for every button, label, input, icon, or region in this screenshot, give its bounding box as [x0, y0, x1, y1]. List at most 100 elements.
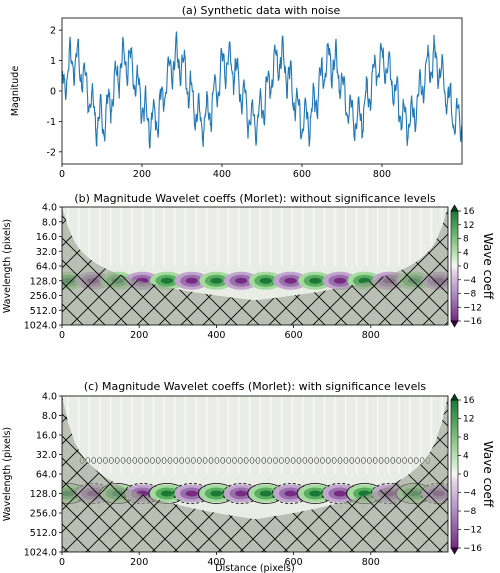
y-tick-label: 8.0	[42, 411, 57, 422]
y-tick-label: 512.0	[30, 528, 57, 539]
y-tick-label: 1024.0	[24, 548, 57, 559]
small-contour	[267, 457, 272, 464]
small-contour	[314, 457, 319, 464]
x-tick-label: 400	[207, 557, 225, 568]
colorbar-tick-label: −4	[463, 489, 477, 499]
colorbar-tick-label: −12	[463, 526, 482, 536]
colorbar-tick-label: −16	[463, 544, 482, 554]
x-tick-label: 600	[285, 330, 303, 341]
small-contour	[226, 457, 231, 464]
small-contour	[367, 457, 372, 464]
colorbar-tick-label: 4	[463, 248, 469, 258]
coeff-blob-core	[259, 490, 272, 497]
small-contour	[173, 457, 179, 464]
x-tick-label: 0	[59, 557, 65, 568]
small-contour	[132, 457, 138, 464]
coeff-blob-core	[333, 490, 346, 497]
panel-a: (a) Synthetic data with noise 0 200 400 600…	[10, 4, 463, 180]
small-contour	[138, 457, 143, 464]
y-tick-label: 32.0	[36, 247, 57, 258]
panel-b-title: (b) Magnitude Wavelet coeffs (Morlet): w…	[74, 192, 435, 205]
small-contour	[232, 457, 237, 464]
small-contour	[167, 457, 173, 464]
colorbar-tick-label: 8	[463, 433, 469, 443]
colorbar-tick-label: −12	[463, 303, 482, 313]
panel-b-colorbar: 16 12 8 4 0 −4 −8 −12 −16	[450, 204, 482, 328]
small-contour	[378, 457, 384, 464]
panel-a-ticks: 0 200 400 600 800 2 1 0 -1 -2	[47, 26, 392, 180]
small-contour	[384, 457, 390, 464]
y-tick-label: 1024.0	[24, 321, 57, 332]
y-tick-label: 1	[50, 56, 56, 67]
y-tick-label: 64.0	[36, 470, 57, 481]
colorbar-tick-label: 16	[463, 207, 475, 217]
small-contour	[349, 457, 355, 464]
panel-b-ylabel: Wavelength (pixels)	[2, 219, 13, 313]
small-contour	[408, 457, 413, 464]
x-tick-label: 400	[207, 330, 225, 341]
coeff-blob-core	[309, 277, 322, 284]
small-contour	[126, 457, 132, 464]
panel-c-title: (c) Magnitude Wavelet coeffs (Morlet): w…	[84, 380, 427, 393]
x-tick-label: 0	[59, 330, 65, 341]
x-tick-label: 200	[130, 557, 148, 568]
coeff-blob-core	[284, 490, 297, 497]
small-contour	[179, 457, 184, 464]
coeff-blob-core	[185, 277, 198, 284]
colorbar-tick-label: −8	[463, 290, 477, 300]
small-contour	[285, 457, 290, 464]
coeff-blob-core	[235, 277, 248, 284]
panel-b-colorbar-label: Wave coeff	[481, 233, 495, 300]
colorbar-extend-bottom	[450, 320, 459, 328]
coeff-blob-core	[210, 490, 223, 497]
small-contour	[343, 457, 349, 464]
small-contour	[155, 457, 161, 464]
colorbar-tick-label: 0	[463, 470, 469, 480]
colorbar-tick-label: 16	[463, 396, 475, 406]
y-tick-label: -2	[47, 147, 56, 158]
small-contour	[302, 457, 308, 464]
small-contour	[214, 457, 220, 464]
panel-c-colorbar: 16 12 8 4 0 −4 −8 −12 −16	[450, 393, 482, 555]
small-contour	[109, 457, 114, 464]
small-contour	[290, 457, 296, 464]
y-tick-label: 4.0	[42, 203, 57, 214]
signal-line	[62, 31, 462, 149]
y-tick-label: 0	[50, 87, 56, 98]
y-tick-label: 128.0	[30, 276, 57, 287]
x-tick-label: 800	[362, 330, 380, 341]
small-contour	[261, 457, 267, 464]
y-tick-label: 256.0	[30, 509, 57, 520]
y-tick-label: 32.0	[36, 450, 57, 461]
y-tick-label: -1	[47, 117, 56, 128]
coeff-blob-core	[259, 277, 272, 284]
x-tick-label: 600	[285, 557, 303, 568]
x-tick-label: 200	[130, 330, 148, 341]
panel-c-colorbar-label: Wave coeff	[481, 441, 495, 508]
colorbar-gradient	[450, 399, 459, 549]
small-contour	[208, 457, 214, 464]
colorbar-tick-label: −4	[463, 276, 477, 286]
small-contour	[120, 457, 126, 464]
coeff-blob-core	[160, 490, 174, 497]
panel-c-ticks: 0 200 400 600 800 4.0 8.0 16.0 32.0 64.0 128.0 256.…	[24, 392, 380, 569]
small-contour	[331, 457, 337, 464]
small-contour	[255, 457, 261, 464]
panel-b-ticks: 0 200 400 600 800 4.0 8.0 16.0 32.0 64.0 128.0 256.…	[24, 203, 380, 342]
colorbar-tick-label: 0	[463, 262, 469, 272]
small-contour	[279, 457, 284, 464]
small-contour	[372, 457, 378, 464]
colorbar-tick-label: −8	[463, 507, 477, 517]
coeff-blob-core	[185, 490, 198, 497]
panel-c: (c) Magnitude Wavelet coeffs (Morlet): w…	[2, 380, 495, 573]
y-tick-label: 4.0	[42, 392, 57, 403]
panel-c-ylabel: Wavelength (pixels)	[2, 427, 13, 521]
small-contour	[185, 457, 190, 464]
small-contour	[191, 457, 196, 464]
panel-c-xlabel: Distance (pixels)	[215, 563, 294, 573]
small-contour	[390, 457, 396, 464]
small-contour	[273, 457, 278, 464]
panel-a-frame	[61, 17, 463, 165]
y-tick-label: 16.0	[36, 232, 57, 243]
small-contour	[197, 457, 202, 464]
